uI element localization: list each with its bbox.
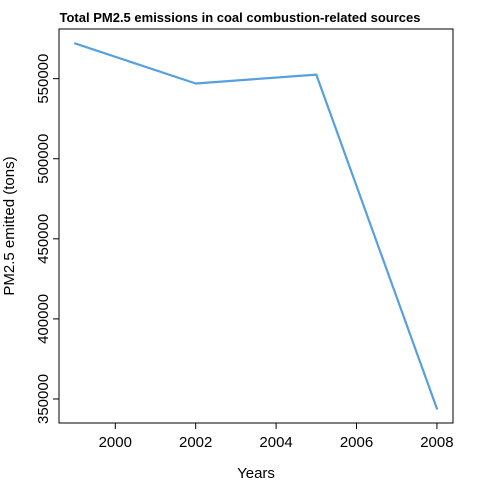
y-tick-label: 400000 [35,294,52,344]
x-tick-label: 2000 [99,434,132,451]
series-layer [73,42,438,410]
y-tick-label: 350000 [35,374,52,424]
x-tick-label: 2002 [179,434,212,451]
y-tick-label: 450000 [35,214,52,264]
x-axis: 2000 2002 2004 2006 2008 [99,423,454,451]
series-line-0 [73,42,438,410]
x-tick-label: 2004 [259,434,292,451]
x-axis-label: Years [237,465,275,480]
y-tick-label: 500000 [35,134,52,184]
x-tick-label: 2006 [340,434,373,451]
y-axis-label: PM2.5 emitted (tons) [1,156,18,295]
x-tick-label: 2008 [420,434,453,451]
plot-frame [58,28,454,424]
y-axis: 350000 400000 450000 500000 550000 [35,54,59,424]
y-tick-label: 550000 [35,54,52,104]
chart-title: Total PM2.5 emissions in coal combustion… [60,10,421,25]
